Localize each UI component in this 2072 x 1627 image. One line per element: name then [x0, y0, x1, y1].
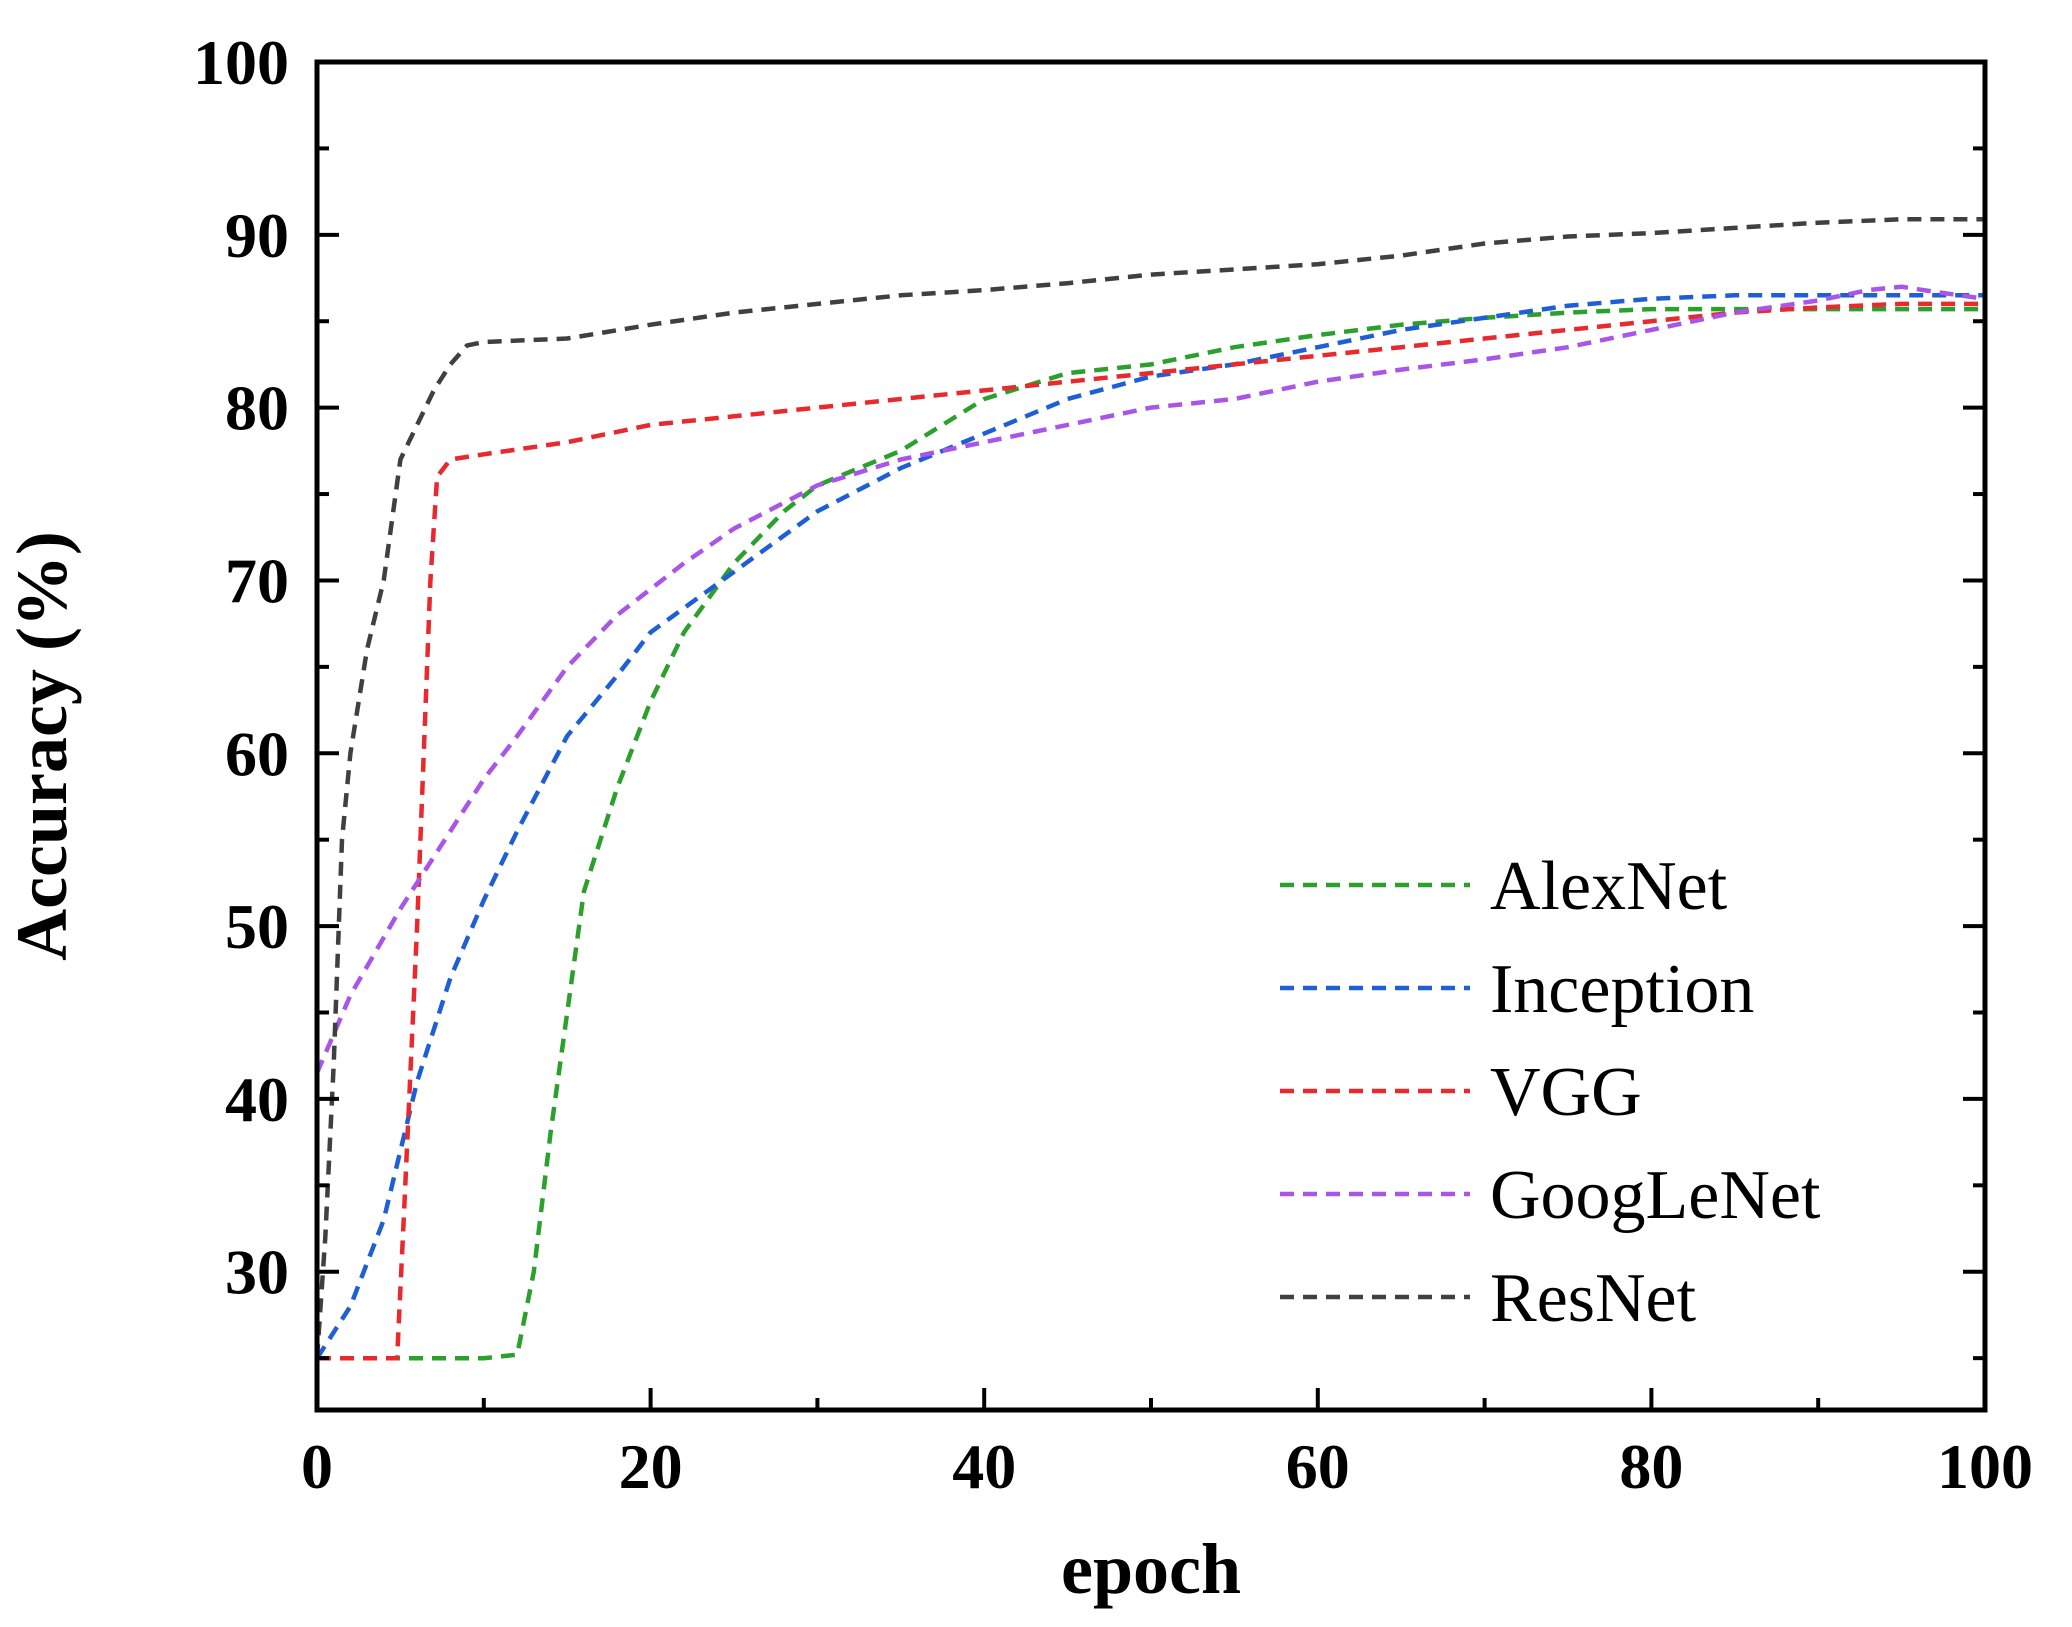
y-tick-label: 100: [193, 27, 289, 98]
legend-label-resnet: ResNet: [1490, 1260, 1697, 1337]
legend: AlexNet Inception VGG GoogLeNet ResNet: [1280, 848, 1821, 1337]
series-line-resnet: [314, 217, 1985, 1359]
ticks-layer: 0 20 40 60 80 100 30 40 50 60 70 80 90 100: [193, 27, 2033, 1502]
y-tick-label: 50: [225, 891, 289, 962]
legend-label-alexnet: AlexNet: [1490, 848, 1728, 925]
x-tick-label: 0: [301, 1431, 333, 1502]
legend-label-googlenet: GoogLeNet: [1490, 1157, 1821, 1234]
x-tick-label: 40: [952, 1431, 1016, 1502]
legend-label-vgg: VGG: [1490, 1054, 1642, 1131]
series-line-inception: [315, 293, 1985, 1360]
x-tick-label: 100: [1937, 1431, 2033, 1502]
y-tick-label: 80: [225, 373, 289, 444]
series-line-vgg: [317, 301, 1985, 1361]
series-layer: [314, 217, 1986, 1361]
x-tick-label: 60: [1286, 1431, 1350, 1502]
x-axis-title: epoch: [1061, 1529, 1241, 1609]
y-tick-label: 60: [225, 718, 289, 789]
x-tick-label: 20: [619, 1431, 683, 1502]
series-line-alexnet: [317, 306, 1985, 1361]
y-tick-label: 70: [225, 545, 289, 616]
series-line-googlenet: [314, 284, 1986, 1074]
x-tick-label: 80: [1619, 1431, 1683, 1502]
legend-label-inception: Inception: [1490, 951, 1754, 1028]
y-tick-label: 90: [225, 200, 289, 271]
y-tick-label: 40: [225, 1064, 289, 1135]
y-axis-title: Accuracy (%): [2, 531, 82, 961]
y-tick-label: 30: [225, 1237, 289, 1308]
